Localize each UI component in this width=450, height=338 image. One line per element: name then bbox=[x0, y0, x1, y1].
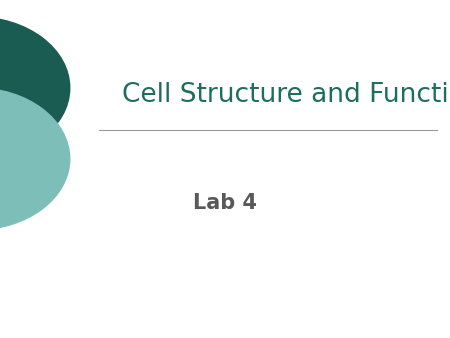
Text: Lab 4: Lab 4 bbox=[193, 193, 257, 213]
Text: Cell Structure and Function: Cell Structure and Function bbox=[122, 82, 450, 107]
Circle shape bbox=[0, 17, 70, 159]
Circle shape bbox=[0, 88, 70, 230]
